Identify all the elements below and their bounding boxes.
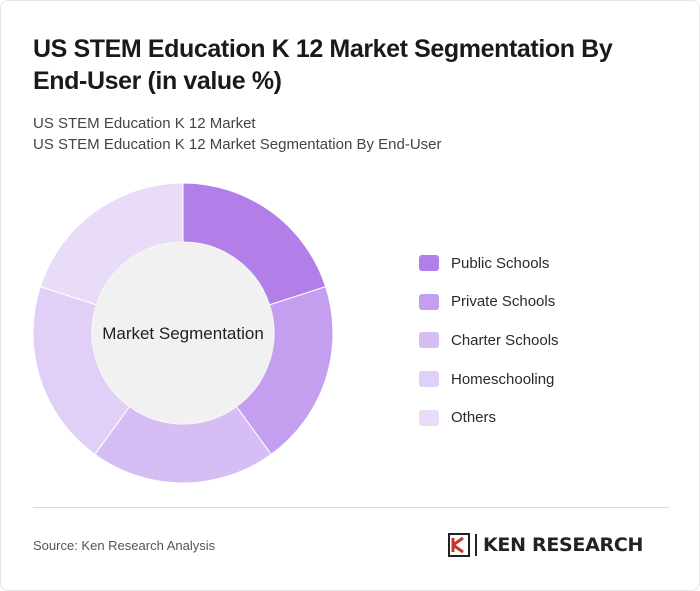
legend-swatch bbox=[419, 332, 439, 349]
legend-label: Private Schools bbox=[451, 293, 556, 311]
legend-swatch bbox=[419, 293, 439, 310]
source-note: Source: Ken Research Analysis bbox=[33, 538, 216, 553]
legend-label: Charter Schools bbox=[451, 331, 559, 349]
logo-separator bbox=[475, 534, 477, 556]
chart-subtitle: US STEM Education K 12 Market US STEM Ed… bbox=[33, 113, 653, 155]
chart-legend: Public Schools Private Schools Charter Sch… bbox=[419, 244, 679, 437]
legend-item[interactable]: Others bbox=[419, 398, 679, 437]
legend-swatch bbox=[419, 371, 439, 388]
legend-swatch bbox=[419, 255, 439, 272]
legend-swatch bbox=[419, 409, 439, 426]
legend-label: Homeschooling bbox=[451, 370, 555, 388]
legend-item[interactable]: Homeschooling bbox=[419, 360, 679, 399]
legend-label: Public Schools bbox=[451, 254, 550, 272]
logo-text: KEN RESEARCH bbox=[483, 534, 644, 556]
donut-center-label: Market Segmentation bbox=[102, 324, 264, 343]
subtitle-line-1: US STEM Education K 12 Market bbox=[33, 115, 256, 132]
legend-item[interactable]: Charter Schools bbox=[419, 321, 679, 360]
footer-divider bbox=[33, 507, 669, 508]
subtitle-line-2: US STEM Education K 12 Market Segmentati… bbox=[33, 136, 442, 153]
legend-item[interactable]: Public Schools bbox=[419, 244, 679, 283]
ken-research-logo: KEN RESEARCH bbox=[448, 531, 643, 559]
ken-research-logo-icon bbox=[448, 533, 470, 557]
donut-center bbox=[92, 242, 274, 424]
legend-label: Others bbox=[451, 409, 497, 427]
legend-item[interactable]: Private Schools bbox=[419, 283, 679, 322]
chart-title: US STEM Education K 12 Market Segmentati… bbox=[33, 35, 613, 95]
